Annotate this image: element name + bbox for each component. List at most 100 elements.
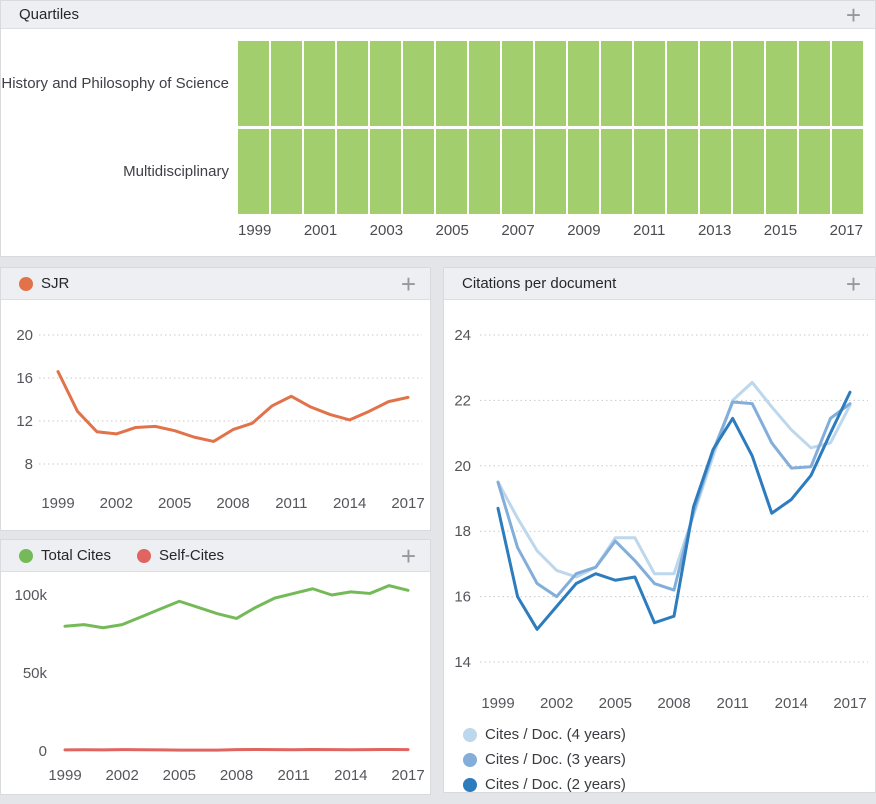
x-tick-label [469, 222, 501, 239]
total-cites-panel: Total Cites Self-Cites + 0 50k 100k 1999 2002… [0, 539, 431, 795]
expand-icon[interactable]: + [400, 268, 416, 299]
quartiles-row-label: Multidisciplinary [123, 163, 229, 180]
quartile-cell [601, 41, 632, 126]
series-line [496, 400, 852, 599]
legend-label: Self-Cites [159, 547, 225, 564]
x-tick-label: 2008 [657, 695, 690, 712]
quartile-cell [667, 41, 698, 126]
quartile-cell [469, 41, 500, 126]
quartile-cell [469, 129, 500, 214]
x-tick-label: 2011 [717, 695, 749, 712]
legend-dot-icon [137, 548, 152, 563]
x-tick-label: 2015 [763, 222, 798, 239]
expand-icon[interactable]: + [845, 0, 861, 30]
series-line [63, 584, 410, 630]
series-line [63, 747, 410, 752]
x-tick-label: 2011 [275, 495, 307, 512]
quartile-cell [535, 129, 566, 214]
x-tick-label [731, 222, 763, 239]
x-tick-label: 2014 [333, 495, 366, 512]
quartiles-panel: Quartiles + History and Philosophy of Sc… [0, 0, 876, 257]
y-tick-label: 0 [39, 743, 47, 760]
quartile-cell [832, 129, 863, 214]
x-tick-label: 2017 [829, 222, 863, 239]
legend-item[interactable]: Cites / Doc. (2 years) [463, 776, 875, 793]
quartile-cell [436, 41, 467, 126]
quartile-cell [601, 129, 632, 214]
expand-icon[interactable]: + [845, 268, 861, 299]
x-tick-label: 2001 [303, 222, 338, 239]
x-tick-label [601, 222, 633, 239]
y-tick-label: 18 [454, 523, 471, 540]
legend-dot-icon [19, 276, 33, 291]
x-tick-label: 2017 [391, 495, 424, 512]
panel-title: Citations per document [462, 275, 617, 292]
citations-per-document-panel: Citations per document + 14 16 18 20 22 24 199… [443, 267, 876, 793]
x-tick-label [665, 222, 697, 239]
x-tick-label: 2011 [633, 222, 666, 239]
x-tick-label [797, 222, 829, 239]
quartile-cell [370, 41, 401, 126]
quartile-cell [502, 129, 533, 214]
x-tick-label: 2002 [100, 495, 133, 512]
x-tick-label: 2014 [334, 767, 367, 784]
x-tick-label: 2005 [163, 767, 196, 784]
quartile-cell [700, 129, 731, 214]
quartile-cell [634, 41, 665, 126]
x-tick-label: 2005 [599, 695, 632, 712]
x-tick-label [337, 222, 369, 239]
expand-icon[interactable]: + [400, 540, 416, 571]
legend-label: Cites / Doc. (2 years) [485, 776, 626, 793]
sjr-header: SJR + [1, 268, 430, 300]
x-tick-label: 1999 [41, 495, 74, 512]
x-tick-label: 2007 [501, 222, 535, 239]
x-tick-label: 2002 [540, 695, 573, 712]
quartile-cell [799, 41, 830, 126]
x-tick-label: 2013 [697, 222, 732, 239]
sjr-panel: SJR + 8 12 16 20 1999 2002 2005 2008 2011 2014 201… [0, 267, 431, 531]
series-line [496, 380, 852, 579]
x-tick-label [535, 222, 567, 239]
quartiles-row-label: History and Philosophy of Science [1, 75, 229, 92]
citations-per-document-header: Citations per document + [444, 268, 875, 300]
legend-item[interactable]: Cites / Doc. (3 years) [463, 751, 875, 768]
quartile-cell [733, 129, 764, 214]
total-cites-chart: 0 50k 100k 1999 2002 2005 2008 2011 2014 2017 [14, 584, 425, 784]
legend-dot-icon [463, 752, 477, 767]
quartile-cell [700, 41, 731, 126]
quartiles-header: Quartiles + [1, 1, 875, 29]
quartile-cell [634, 129, 665, 214]
x-tick-label: 2005 [435, 222, 469, 239]
x-tick-label [403, 222, 435, 239]
sjr-chart: 8 12 16 20 1999 2002 2005 2008 2011 2014 2017 [16, 327, 424, 512]
x-tick-label: 2008 [216, 495, 249, 512]
quartile-cell [832, 41, 863, 126]
legend-dot-icon [19, 548, 33, 563]
legend-label: Cites / Doc. (4 years) [485, 726, 626, 743]
y-tick-label: 20 [16, 327, 33, 344]
quartile-cell [271, 41, 302, 126]
quartile-cell [733, 41, 764, 126]
x-tick-label: 2008 [220, 767, 253, 784]
x-tick-label: 2017 [833, 695, 866, 712]
quartile-cell [766, 129, 797, 214]
legend-item[interactable]: SJR [19, 275, 69, 292]
x-tick-label: 1999 [48, 767, 81, 784]
x-tick-label: 1999 [238, 222, 272, 239]
x-tick-label: 2017 [391, 767, 424, 784]
y-tick-label: 50k [23, 665, 48, 682]
quartile-cell [238, 41, 269, 126]
y-tick-label: 20 [454, 458, 471, 475]
panel-title: Quartiles [19, 6, 80, 23]
quartile-cell [568, 41, 599, 126]
y-tick-label: 16 [16, 370, 33, 387]
x-tick-label: 2009 [567, 222, 601, 239]
quartiles-row-labels: History and Philosophy of Science Multidi… [1, 41, 238, 214]
citations-per-document-legend: Cites / Doc. (4 years) Cites / Doc. (3 ye… [444, 724, 875, 793]
quartile-cell [799, 129, 830, 214]
legend-item[interactable]: Total Cites [19, 547, 111, 564]
x-tick-label [271, 222, 303, 239]
y-tick-label: 100k [14, 587, 47, 604]
legend-item[interactable]: Self-Cites [137, 547, 224, 564]
legend-item[interactable]: Cites / Doc. (4 years) [463, 726, 875, 743]
